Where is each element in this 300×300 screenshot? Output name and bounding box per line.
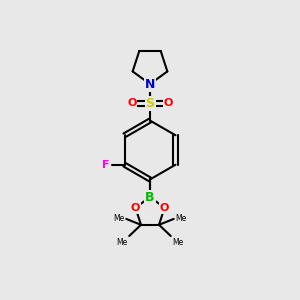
Text: F: F [103, 160, 110, 170]
Text: Me: Me [116, 238, 128, 247]
Text: N: N [145, 77, 155, 91]
Text: Me: Me [175, 214, 186, 223]
Text: Me: Me [114, 214, 125, 223]
Text: O: O [127, 98, 136, 109]
Text: O: O [131, 203, 140, 213]
Text: Me: Me [172, 238, 184, 247]
Text: B: B [145, 190, 155, 204]
Text: S: S [146, 97, 154, 110]
Text: O: O [160, 203, 169, 213]
Text: O: O [164, 98, 173, 109]
